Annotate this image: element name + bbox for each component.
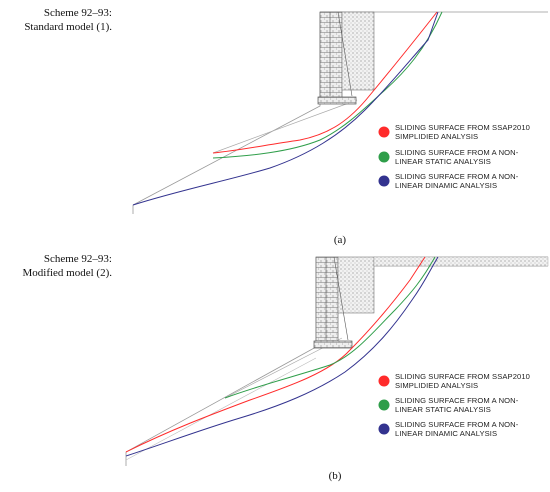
caption-a: (a) [333,234,347,246]
scheme-label-a: Scheme 92–93: Standard model (1). [0,6,112,34]
sliding-surface-blue-a [132,11,439,206]
legend-green-dot-b [378,399,390,411]
scheme-label-b: Scheme 92–93: Modified model (2). [0,252,112,280]
legend-green-line1-a: SLIDING SURFACE FROM A NON- [395,148,519,157]
scheme-title-b: Scheme 92–93: [43,253,112,265]
legend-green-line1-b: SLIDING SURFACE FROM A NON- [395,396,519,405]
caption-b: (b) [328,470,342,482]
legend-green-dot-a [378,151,390,163]
legend-blue-line1-a: SLIDING SURFACE FROM A NON- [395,172,519,181]
sliding-surface-green-a [212,11,443,159]
sliding-surface-blue-b [125,256,439,457]
legend-red-line2-a: SIMPLIDIED ANALYSIS [395,132,478,141]
road-slab-b [373,256,549,267]
sliding-surface-red-a [212,11,438,154]
wall-inner-b [325,256,349,341]
legend-blue-dot-b [378,423,390,435]
sliding-surface-red-b [125,256,426,453]
retaining-wall-a [319,11,343,99]
legend-a: SLIDING SURFACE FROM SSAP2010 SIMPLIDIED… [378,123,530,190]
legend-red-line1-a: SLIDING SURFACE FROM SSAP2010 [395,123,530,132]
wall-inner-a [329,11,353,97]
backfill-a [341,11,375,91]
legend-blue-line2-a: LINEAR DINAMIC ANALYSIS [395,181,497,190]
legend-red-line2-b: SIMPLIDIED ANALYSIS [395,381,478,390]
legend-red-dot-b [378,375,390,387]
panel-a-drawing: SLIDING SURFACE FROM SSAP2010 SIMPLIDIED… [132,11,548,214]
sliding-surface-green-b [224,256,436,399]
wall-footing-a [317,96,357,105]
legend-red-dot-a [378,126,390,138]
wall-footing-b [313,340,353,349]
legend-green-line2-b: LINEAR STATIC ANALYSIS [395,405,491,414]
embankment-line-b2 [125,357,317,461]
scheme-subtitle-b: Modified model (2). [22,267,112,279]
legend-blue-line2-b: LINEAR DINAMIC ANALYSIS [395,429,497,438]
legend-green-line2-a: LINEAR STATIC ANALYSIS [395,157,491,166]
legend-b: SLIDING SURFACE FROM SSAP2010 SIMPLIDIED… [378,372,530,438]
backfill-b [337,256,375,314]
embankment-line-a [212,99,358,154]
retaining-wall-b [315,256,339,342]
panel-b-drawing: SLIDING SURFACE FROM SSAP2010 SIMPLIDIED… [125,256,549,466]
scheme-title-a: Scheme 92–93: [43,7,112,19]
legend-red-line1-b: SLIDING SURFACE FROM SSAP2010 [395,372,530,381]
legend-blue-line1-b: SLIDING SURFACE FROM A NON- [395,420,519,429]
scheme-subtitle-a: Standard model (1). [24,21,112,33]
legend-blue-dot-a [378,175,390,187]
